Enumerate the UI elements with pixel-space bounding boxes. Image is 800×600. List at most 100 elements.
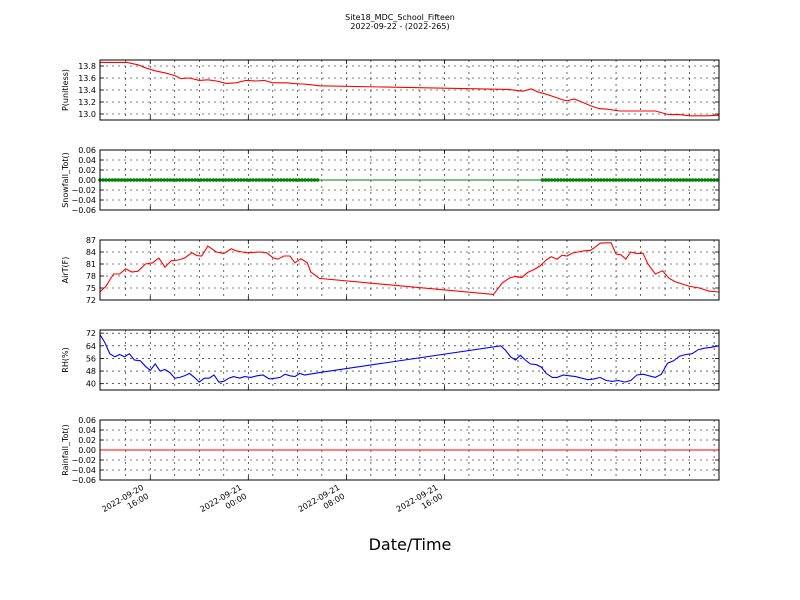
y-axis-label: RH(%) [61, 347, 70, 372]
data-point [644, 178, 649, 182]
y-tick-label: 78 [86, 272, 96, 281]
data-point [687, 178, 692, 182]
data-point [208, 178, 213, 182]
data-point [660, 178, 664, 182]
data-point [199, 178, 203, 182]
data-point [196, 178, 200, 182]
plot-area [100, 330, 719, 390]
y-tick-label: −0.04 [71, 196, 96, 205]
data-point [144, 178, 148, 182]
axes-frame [99, 239, 720, 301]
data-point [242, 178, 246, 182]
y-tick-label: −0.04 [71, 466, 96, 475]
y-axis-label: AirT(F) [61, 257, 70, 284]
y-tick-label: 0.00 [78, 176, 96, 185]
data-point [184, 178, 188, 182]
y-tick-label: 0.00 [78, 446, 96, 455]
data-point [580, 178, 585, 182]
data-point [595, 178, 600, 182]
data-point [706, 178, 710, 182]
data-point [608, 178, 612, 182]
data-point [559, 178, 563, 182]
data-point [223, 178, 228, 182]
data-point [211, 178, 216, 182]
data-point [300, 178, 305, 182]
data-point [288, 178, 292, 182]
data-point [180, 178, 185, 182]
data-point [239, 178, 243, 182]
data-point [104, 178, 108, 182]
data-point [602, 178, 606, 182]
data-point [712, 178, 716, 182]
data-point [611, 178, 615, 182]
data-point [620, 178, 624, 182]
data-point [159, 178, 164, 182]
data-point [266, 178, 271, 182]
y-axis-label: P(unitless) [61, 69, 70, 111]
data-point [245, 178, 249, 182]
data-point [205, 178, 210, 182]
data-point [549, 178, 554, 182]
data-point [138, 178, 142, 182]
data-point [220, 178, 225, 182]
data-point [230, 178, 234, 182]
data-point [291, 178, 295, 182]
data-point [675, 178, 680, 182]
axes-frame [99, 419, 720, 481]
data-point [226, 178, 231, 182]
data-point [297, 178, 302, 182]
data-point [269, 178, 274, 182]
y-tick-label: 0.02 [78, 436, 96, 445]
chart-title: Site18_MDC_School_Fifteen [345, 13, 455, 22]
data-point [672, 178, 677, 182]
data-point [614, 178, 618, 182]
data-point [666, 178, 670, 182]
data-point [279, 178, 283, 182]
data-point [598, 178, 603, 182]
x-axis-label: Date/Time [369, 535, 452, 554]
data-point [193, 178, 197, 182]
data-point [165, 178, 170, 182]
data-point [251, 178, 255, 182]
data-point [623, 178, 627, 182]
data-point [635, 178, 640, 182]
data-point [272, 178, 277, 182]
data-point [107, 178, 111, 182]
data-point [122, 178, 127, 182]
y-tick-label: 13.8 [78, 62, 96, 71]
data-point [312, 178, 317, 182]
y-tick-label: 75 [86, 284, 96, 293]
data-point [647, 178, 652, 182]
data-point [217, 178, 222, 182]
y-tick-label: 81 [86, 260, 96, 269]
data-point [315, 178, 320, 182]
data-point [116, 178, 121, 182]
y-tick-label: 0.04 [78, 426, 96, 435]
data-point [263, 178, 268, 182]
axes-frame [99, 329, 720, 391]
data-point [546, 178, 551, 182]
y-tick-label: 0.06 [78, 416, 96, 425]
chart-subtitle: 2022-09-22 - (2022-265) [350, 22, 449, 31]
data-point [715, 178, 719, 182]
y-tick-label: 56 [86, 354, 96, 363]
data-point [113, 178, 118, 182]
y-tick-label: 0.02 [78, 166, 96, 175]
y-tick-label: 72 [86, 296, 96, 305]
data-point [135, 178, 139, 182]
y-tick-label: 84 [86, 248, 96, 257]
y-tick-label: 40 [86, 380, 96, 389]
axes-frame [99, 149, 720, 211]
data-point [282, 178, 286, 182]
data-point [681, 178, 686, 182]
data-point [150, 178, 154, 182]
data-point [583, 178, 588, 182]
data-point [684, 178, 689, 182]
data-point [629, 178, 634, 182]
data-point [632, 178, 637, 182]
data-point [657, 178, 661, 182]
data-point [156, 178, 160, 182]
data-point [540, 178, 545, 182]
